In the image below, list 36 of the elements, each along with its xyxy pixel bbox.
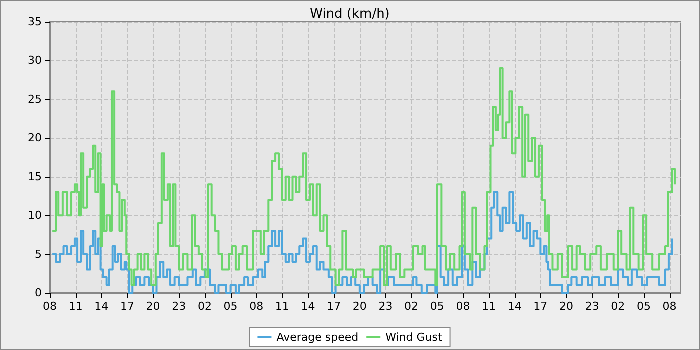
x-tick-label: 02 — [611, 300, 626, 313]
x-tick-label: 11 — [68, 300, 83, 313]
y-tick-label: 0 — [35, 286, 42, 300]
x-tick-label: 23 — [378, 300, 393, 313]
legend-label: Wind Gust — [386, 331, 443, 344]
x-tick-label: 23 — [172, 300, 186, 313]
x-tick-label: 08 — [456, 300, 470, 313]
y-tick-label: 15 — [28, 170, 42, 184]
x-tick-label: 20 — [560, 300, 574, 313]
x-tick-label: 08 — [662, 300, 677, 313]
y-tick-label: 30 — [28, 54, 42, 68]
y-tick-label: 20 — [28, 132, 42, 145]
x-tick-label: 20 — [146, 300, 160, 313]
x-tick-label: 17 — [534, 300, 548, 313]
chart-title: Wind (km/h) — [310, 7, 390, 22]
y-tick-label: 10 — [28, 209, 42, 222]
x-tick-label: 02 — [404, 300, 419, 313]
x-tick-label: 14 — [94, 300, 109, 313]
x-tick-label: 08 — [250, 300, 264, 313]
y-tick-label: 5 — [35, 248, 42, 261]
x-tick-label: 11 — [275, 300, 290, 313]
x-tick-label: 20 — [352, 300, 367, 313]
x-tick-label: 17 — [327, 300, 342, 313]
x-tick-label: 05 — [224, 300, 238, 313]
x-tick-label: 02 — [198, 300, 212, 313]
x-tick-label: 08 — [43, 300, 57, 313]
x-tick-label: 11 — [482, 300, 496, 313]
x-tick-label: 14 — [301, 300, 316, 313]
legend-label: Average speed — [276, 331, 359, 344]
y-tick-label: 35 — [28, 16, 42, 28]
y-tick-label: 25 — [28, 92, 42, 106]
x-tick-label: 23 — [585, 300, 600, 313]
x-tick-label: 17 — [120, 300, 134, 313]
x-tick-label: 14 — [508, 300, 522, 313]
x-tick-label: 05 — [636, 300, 651, 313]
x-tick-label: 05 — [430, 300, 444, 313]
